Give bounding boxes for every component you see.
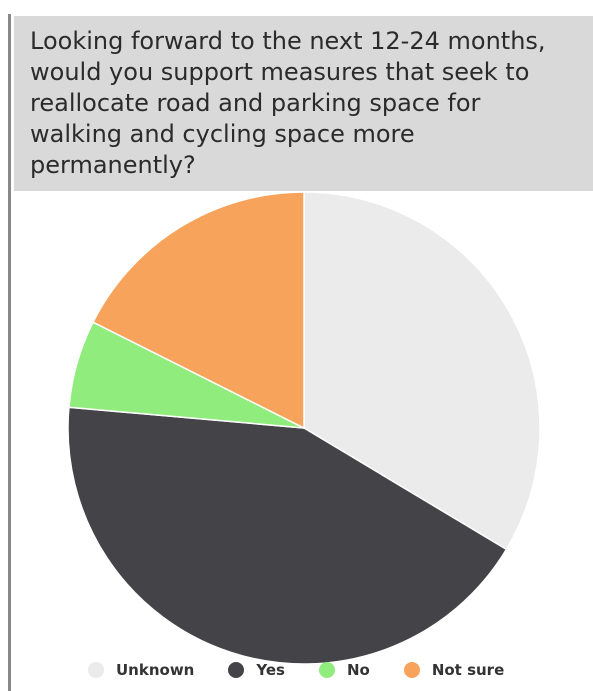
legend-marker-unknown — [88, 662, 104, 678]
chart-header: Looking forward to the next 12-24 months… — [14, 16, 593, 191]
legend-label: Not sure — [431, 661, 505, 679]
legend-label: Unknown — [116, 661, 195, 679]
pie-slice-yes[interactable] — [67, 406, 508, 665]
legend-label: Yes — [256, 661, 285, 679]
legend-item-unknown[interactable]: Unknown — [88, 661, 194, 679]
legend-label: No — [346, 661, 370, 679]
legend-item-no[interactable]: No — [318, 661, 370, 679]
legend-marker-no — [318, 662, 335, 678]
chart-legend: Unknown Yes No Not sure — [88, 660, 504, 680]
legend-item-yes[interactable]: Yes — [228, 661, 285, 679]
pie-slice-unknown[interactable] — [303, 191, 541, 551]
legend-item-not-sure[interactable]: Not sure — [403, 661, 505, 679]
pie-slice-not-sure[interactable] — [92, 191, 305, 430]
chart-title: Looking forward to the next 12-24 months… — [30, 27, 546, 179]
legend-marker-not-sure — [403, 662, 420, 678]
clipped-previous-text — [0, 0, 593, 10]
legend-marker-yes — [228, 662, 245, 678]
clipped-text-remnant — [18, 0, 578, 5]
